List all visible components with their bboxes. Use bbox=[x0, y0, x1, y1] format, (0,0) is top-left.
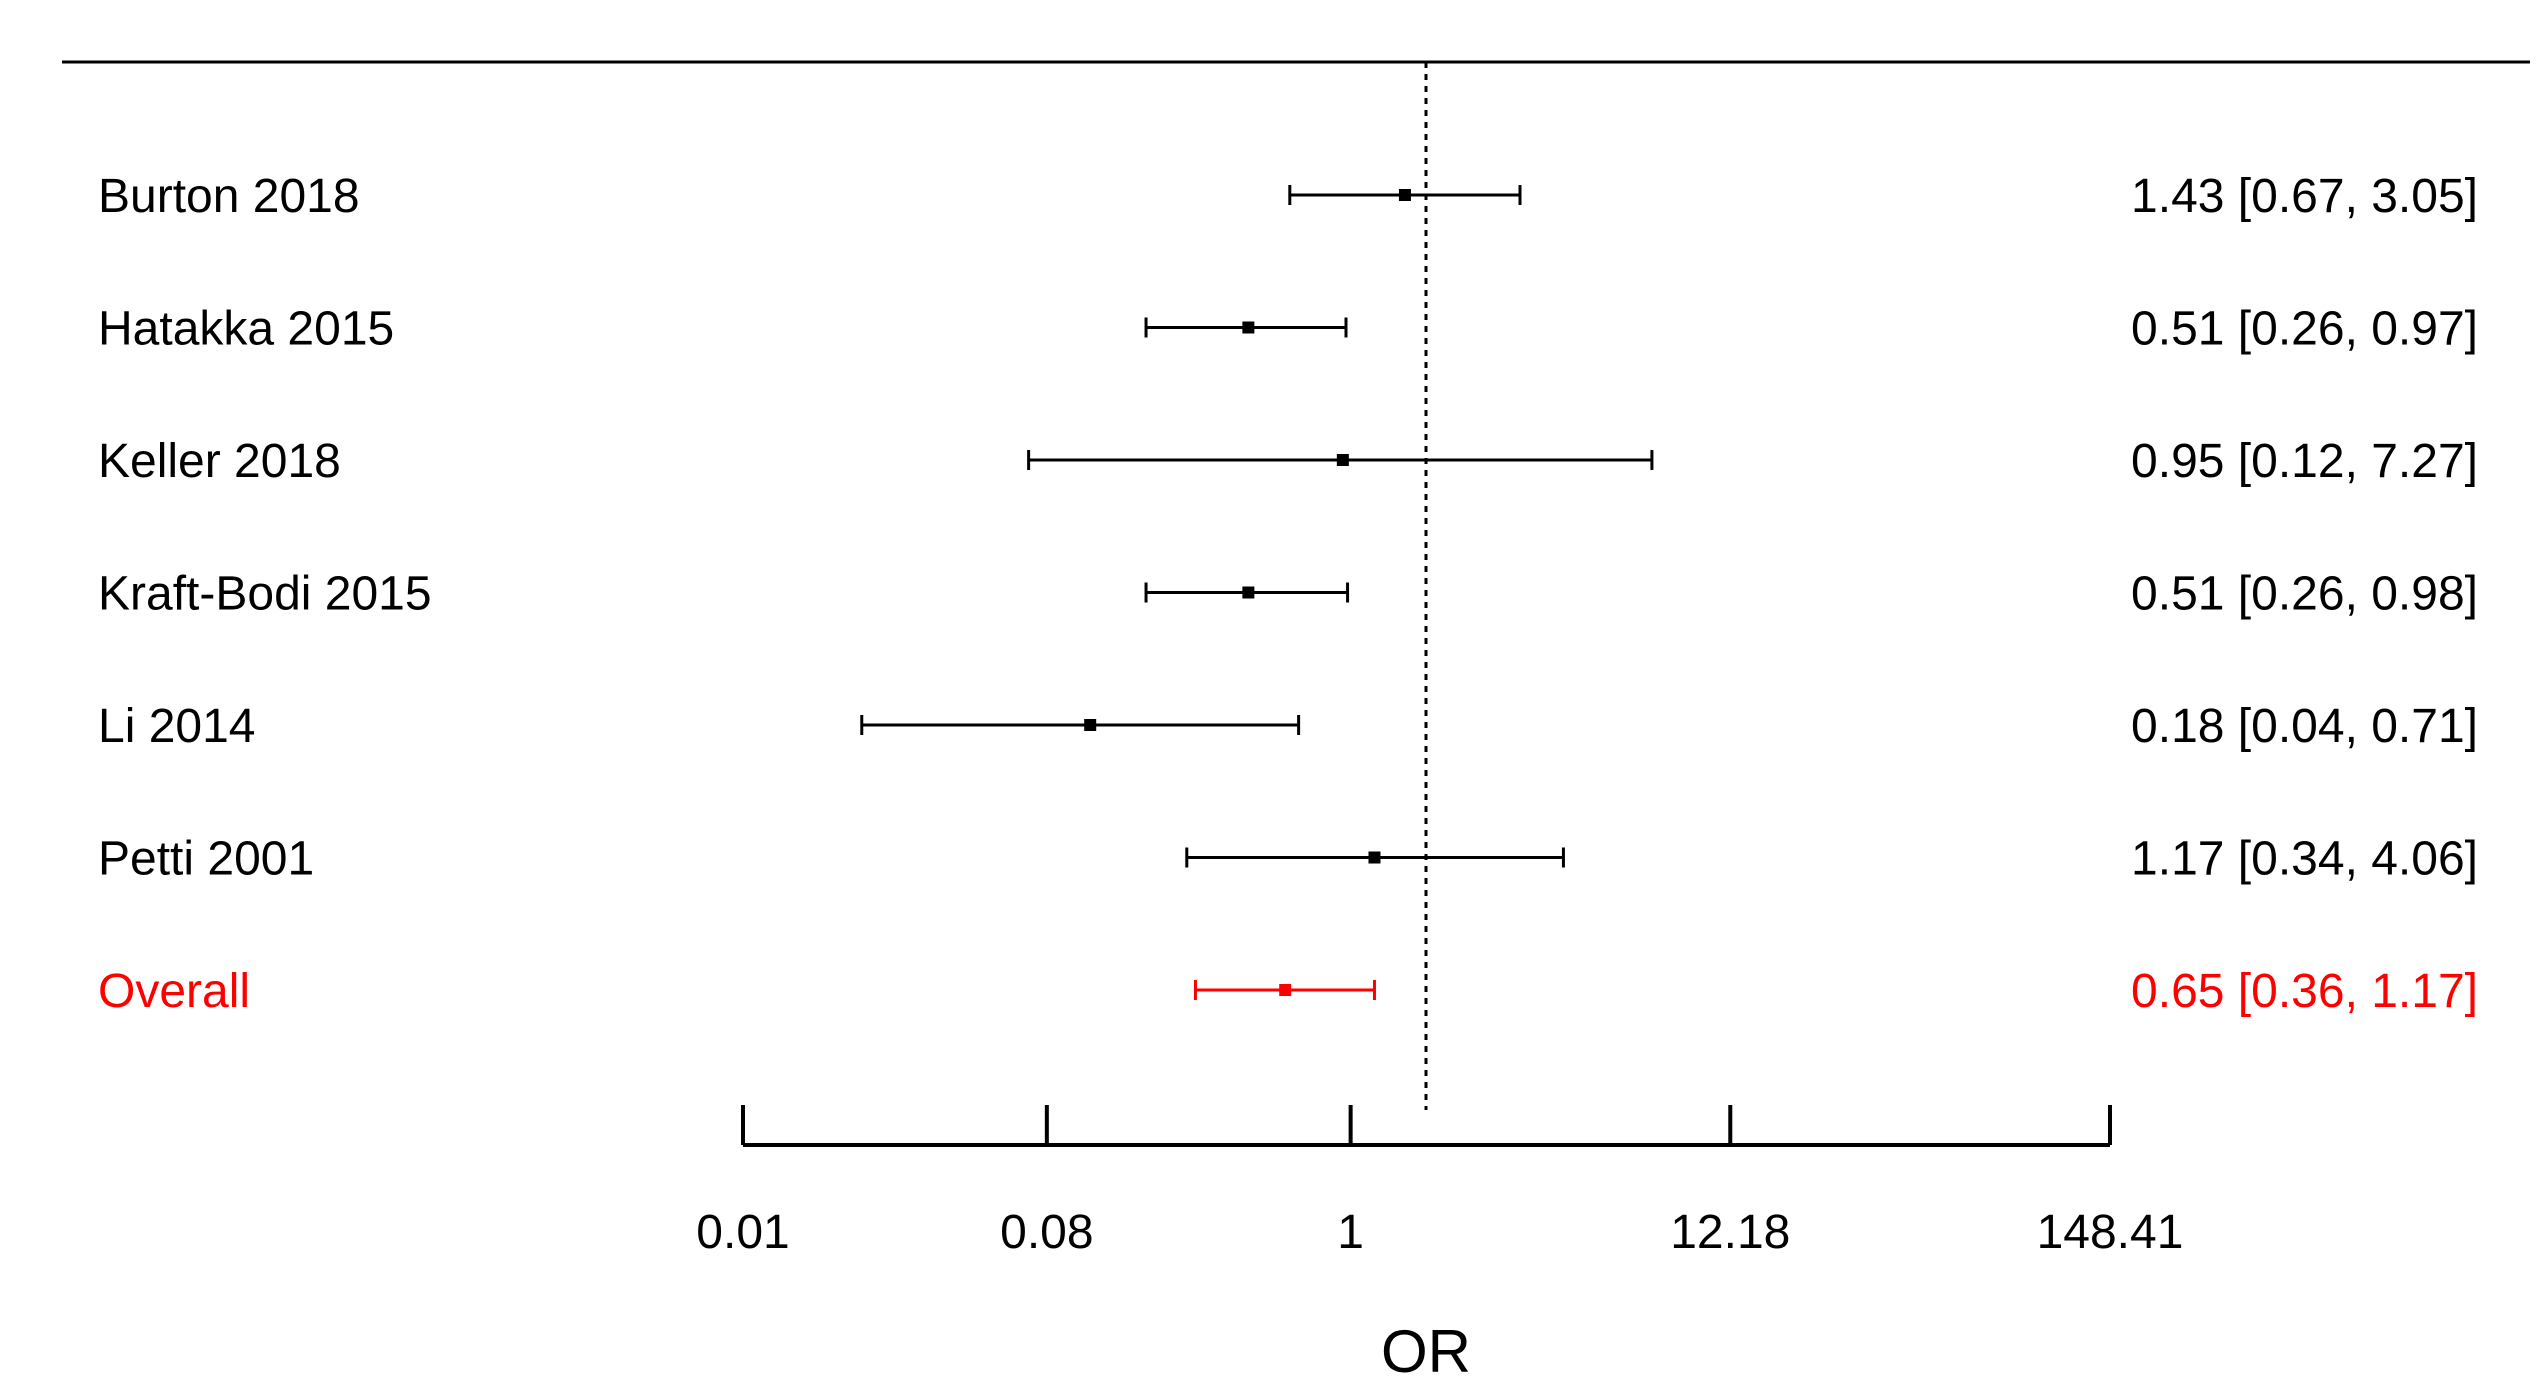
point-estimate bbox=[1336, 454, 1349, 466]
estimate-label: 0.95 [0.12, 7.27] bbox=[2131, 435, 2478, 488]
study-label: Li 2014 bbox=[98, 700, 255, 753]
study-label: Overall bbox=[98, 965, 250, 1018]
point-estimate bbox=[1084, 719, 1097, 731]
point-estimate bbox=[1242, 321, 1255, 334]
x-tick-label: 148.41 bbox=[2037, 1206, 2184, 1259]
study-1-row: Hatakka 2015 0.51 [0.26, 0.97] bbox=[98, 303, 2478, 356]
point-estimate bbox=[1368, 851, 1381, 864]
x-tick-label: 1 bbox=[1337, 1206, 1364, 1259]
estimate-label: 0.51 [0.26, 0.98] bbox=[2131, 568, 2478, 621]
x-tick-label: 12.18 bbox=[1670, 1206, 1790, 1259]
study-label: Hatakka 2015 bbox=[98, 303, 394, 356]
study-label: Keller 2018 bbox=[98, 435, 341, 488]
x-tick-label: 0.01 bbox=[696, 1206, 789, 1259]
overall-row: Overall 0.65 [0.36, 1.17] bbox=[98, 965, 2478, 1018]
x-axis: 0.01 0.08 1 12.18 148.41 bbox=[696, 1105, 2183, 1259]
study-rows: Burton 2018 1.43 [0.67, 3.05] Hatakka 2015… bbox=[98, 170, 2478, 1018]
point-estimate bbox=[1279, 984, 1292, 996]
study-label: Burton 2018 bbox=[98, 170, 360, 223]
x-tick-label: 0.08 bbox=[1000, 1206, 1093, 1259]
x-axis-title: OR bbox=[1381, 1318, 1471, 1385]
study-4-row: Li 2014 0.18 [0.04, 0.71] bbox=[98, 700, 2478, 753]
study-0-row: Burton 2018 1.43 [0.67, 3.05] bbox=[98, 170, 2478, 223]
point-estimate bbox=[1398, 189, 1411, 201]
study-label: Kraft-Bodi 2015 bbox=[98, 568, 432, 621]
estimate-label: 1.43 [0.67, 3.05] bbox=[2131, 170, 2478, 223]
point-estimate bbox=[1242, 586, 1255, 599]
study-3-row: Kraft-Bodi 2015 0.51 [0.26, 0.98] bbox=[98, 568, 2478, 621]
study-5-row: Petti 2001 1.17 [0.34, 4.06] bbox=[98, 833, 2478, 886]
estimate-label: 1.17 [0.34, 4.06] bbox=[2131, 833, 2478, 886]
study-label: Petti 2001 bbox=[98, 833, 314, 886]
estimate-label: 0.51 [0.26, 0.97] bbox=[2131, 303, 2478, 356]
estimate-label: 0.18 [0.04, 0.71] bbox=[2131, 700, 2478, 753]
estimate-label: 0.65 [0.36, 1.17] bbox=[2131, 965, 2478, 1018]
study-2-row: Keller 2018 0.95 [0.12, 7.27] bbox=[98, 435, 2478, 488]
